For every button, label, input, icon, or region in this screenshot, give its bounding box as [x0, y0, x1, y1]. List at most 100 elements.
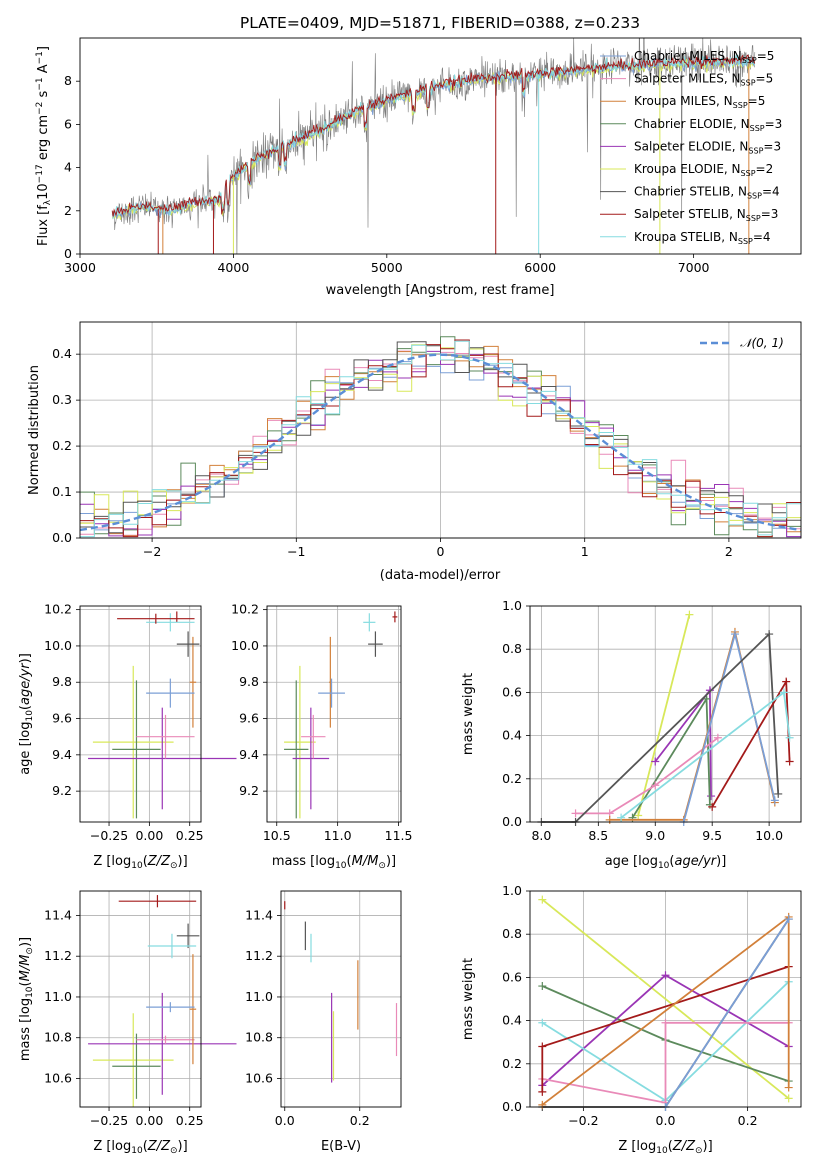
x-tick-label: −0.25: [90, 828, 128, 843]
axes-frame: [280, 890, 402, 1108]
weight-marker: [785, 733, 794, 742]
y-tick-label: 8: [64, 73, 72, 88]
data: [284, 901, 398, 1083]
spectrum-axes-frame: [79, 37, 802, 255]
ticks: 0.0 0.2 10.6 10.8 11.0 11.2 11.4: [245, 907, 370, 1128]
y-tick-label: 10.8: [245, 1030, 273, 1045]
x-tick-label: 9.5: [702, 828, 722, 843]
weight-marker: [634, 811, 643, 820]
weight-marker: [651, 781, 660, 790]
y-tick-label: 9.8: [239, 674, 259, 689]
y-tick-label: 0.0: [502, 1099, 522, 1114]
model-spectrum-line: [111, 54, 756, 217]
x-axis-label: Z [log10(Z/Z⊙)]: [618, 1139, 712, 1156]
y-tick-label: 11.0: [245, 989, 273, 1004]
x-tick-label: 0.0: [656, 1113, 676, 1128]
weight-marker: [538, 1100, 547, 1109]
x-axis-label: Z [log10(Z/Z⊙)]: [93, 854, 187, 871]
y-tick-label: 0.6: [502, 969, 522, 984]
x-tick-label: 0.2: [350, 1113, 370, 1128]
weight-marker: [605, 815, 614, 824]
x-axis-label: E(B-V): [321, 1139, 361, 1154]
y-tick-label: 0.2: [52, 438, 72, 453]
weight-marker: [707, 792, 716, 801]
grid: [267, 606, 401, 822]
mass_vs_ebv-panel: 0.0 0.2 10.6 10.8 11.0 11.2 11.4 E(B-V): [245, 890, 402, 1154]
residual-ticks: −2 −1 0 1 2 0.0 0.1 0.2 0.3 0.4: [52, 346, 733, 559]
y-tick-label: 9.6: [239, 711, 259, 726]
y-tick-label: 0: [64, 246, 72, 261]
weight-marker: [538, 895, 547, 904]
y-tick-label: 9.4: [239, 747, 259, 762]
residual-xlabel: (data-model)/error: [380, 568, 501, 583]
y-tick-label: 0.8: [502, 641, 522, 656]
weight-line: [664, 918, 790, 1108]
spectrum-ticks: 3000 4000 5000 6000 7000 0 2 4 6 8: [64, 73, 710, 275]
y-tick-label: 0.2: [502, 771, 522, 786]
axes-frame: [529, 605, 802, 823]
y-tick-label: 0.3: [52, 392, 72, 407]
weight-marker: [779, 688, 788, 697]
grid: [80, 891, 201, 1107]
y-tick-label: 11.2: [44, 948, 72, 963]
y-tick-label: 0.2: [502, 1056, 522, 1071]
y-axis-label: age [log10(age/yr)]: [18, 653, 35, 775]
weight-marker: [661, 1018, 670, 1027]
x-axis-label: age [log10(age/yr)]: [605, 854, 727, 871]
age_vs_mass-panel: 10.5 11.0 11.5 9.2 9.4 9.6 9.8 10.0 10.2 mass [lo…: [231, 602, 412, 871]
x-tick-label: 7000: [678, 260, 710, 275]
weight-marker: [784, 1083, 793, 1092]
ticks: −0.2 0.0 0.2 0.0 0.2 0.4 0.6 0.8 1.0: [502, 883, 757, 1128]
y-tick-label: 11.2: [245, 948, 273, 963]
y-tick-label: 10.0: [44, 638, 72, 653]
residual-histogram-salpeter-stelib: [80, 339, 801, 538]
x-tick-label: 6000: [524, 260, 556, 275]
observed-spectrum-line: [111, 38, 756, 254]
y-tick-label: 9.6: [52, 711, 72, 726]
weight-line: [682, 633, 776, 823]
weight-marker: [538, 1087, 547, 1096]
grid: [80, 606, 201, 822]
weight-marker: [774, 789, 783, 798]
x-tick-label: −0.25: [90, 1113, 128, 1128]
residual-histograms: [79, 336, 802, 538]
weight-marker: [713, 733, 722, 742]
weight-marker: [651, 757, 660, 766]
legend-label: Kroupa ELODIE, NSSP=2: [634, 162, 773, 178]
ticks: 10.5 11.0 11.5 9.2 9.4 9.6 9.8 10.0 10.2: [231, 602, 412, 843]
data: [284, 611, 398, 819]
weight-marker: [617, 813, 626, 822]
ticks: −0.25 0.00 0.25 9.2 9.4 9.6 9.8 10.0 10.2: [44, 602, 203, 843]
residual-ylabel: Normed distribution: [27, 365, 42, 495]
y-tick-label: 10.6: [245, 1070, 273, 1085]
x-tick-label: 0.2: [738, 1113, 758, 1128]
data: [88, 611, 237, 819]
x-tick-label: 8.0: [531, 828, 551, 843]
grid: [281, 891, 401, 1107]
y-axis-label: mass [log10(M/M⊙)]: [18, 937, 35, 1061]
legend-label: Chabrier ELODIE, NSSP=3: [634, 117, 782, 133]
x-tick-label: −0.2: [568, 1113, 598, 1128]
x-tick-label: 5000: [371, 260, 403, 275]
x-tick-label: 8.5: [588, 828, 608, 843]
legend-label: Salpeter STELIB, NSSP=3: [634, 207, 778, 223]
y-tick-label: 2: [64, 203, 72, 218]
weight-marker: [702, 694, 711, 703]
y-tick-label: 9.2: [239, 783, 259, 798]
y-axis-label: mass weight: [461, 958, 476, 1040]
grid: [530, 605, 801, 823]
weight-marker: [661, 971, 670, 980]
y-tick-label: 1.0: [502, 883, 522, 898]
y-tick-label: 0.4: [52, 346, 72, 361]
weight-marker: [782, 677, 791, 686]
x-axis-label: Z [log10(Z/Z⊙)]: [93, 1139, 187, 1156]
weight-marker: [571, 809, 580, 818]
x-tick-label: 0.00: [135, 1113, 163, 1128]
legend-label: Chabrier STELIB, NSSP=4: [634, 185, 780, 201]
spectrum-xlabel: wavelength [Angstrom, rest frame]: [326, 283, 555, 298]
weight-marker: [765, 630, 774, 639]
x-tick-label: −2: [143, 544, 161, 559]
y-tick-label: 9.4: [52, 747, 72, 762]
legend-label: Kroupa STELIB, NSSP=4: [634, 230, 771, 246]
y-tick-label: 1.0: [502, 598, 522, 613]
